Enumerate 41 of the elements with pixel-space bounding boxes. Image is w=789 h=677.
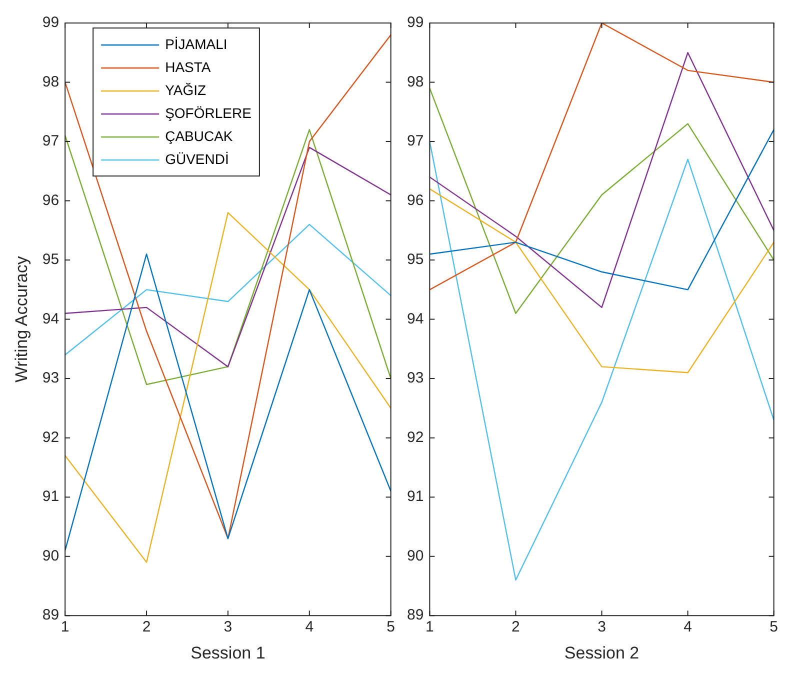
y-tick-label: 92 <box>406 428 424 446</box>
y-tick-label: 90 <box>406 547 424 564</box>
y-tick-label: 90 <box>42 547 60 564</box>
y-tick-label: 93 <box>42 370 60 387</box>
y-tick-label: 97 <box>42 132 60 150</box>
y-tick-label: 97 <box>406 132 424 150</box>
y-tick-label: 94 <box>406 310 424 328</box>
y-axis-title: Writing Accuracy <box>12 256 31 382</box>
y-tick-label: 94 <box>42 310 60 328</box>
x-tick-label: 5 <box>386 618 395 636</box>
y-tick-label: 95 <box>406 251 424 268</box>
y-tick-label: 92 <box>42 428 60 446</box>
y-tick-label: 98 <box>42 73 60 90</box>
x-tick-label: 2 <box>142 618 151 636</box>
y-tick-label: 91 <box>42 488 60 506</box>
y-tick-label: 99 <box>42 14 60 32</box>
x-tick-label: 3 <box>598 618 606 636</box>
y-tick-label: 89 <box>406 606 424 624</box>
y-tick-label: 96 <box>406 192 424 209</box>
x-tick-label: 2 <box>512 618 520 636</box>
legend-label: HASTA <box>165 58 212 75</box>
x-axis-title: Session 1 <box>190 643 266 662</box>
y-tick-label: 91 <box>406 488 424 506</box>
y-tick-label: 98 <box>406 73 424 90</box>
y-tick-label: 95 <box>42 251 60 268</box>
x-tick-label: 4 <box>684 618 692 636</box>
legend-label: ŞOFÖRLERE <box>165 104 252 121</box>
legend-label: ÇABUCAK <box>165 128 234 144</box>
y-tick-label: 93 <box>406 370 424 387</box>
legend-label: YAĞIZ <box>165 82 206 98</box>
legend-label: GÜVENDİ <box>165 150 229 167</box>
legend-label: PİJAMALI <box>165 36 228 52</box>
x-tick-label: 5 <box>770 618 778 636</box>
x-tick-label: 1 <box>426 618 434 636</box>
x-tick-label: 1 <box>60 618 70 636</box>
x-tick-label: 4 <box>305 618 314 636</box>
y-tick-label: 89 <box>42 606 60 624</box>
x-axis-title: Session 2 <box>564 643 640 662</box>
y-tick-label: 96 <box>42 192 60 209</box>
x-tick-label: 3 <box>224 618 232 636</box>
y-tick-label: 99 <box>406 14 424 32</box>
